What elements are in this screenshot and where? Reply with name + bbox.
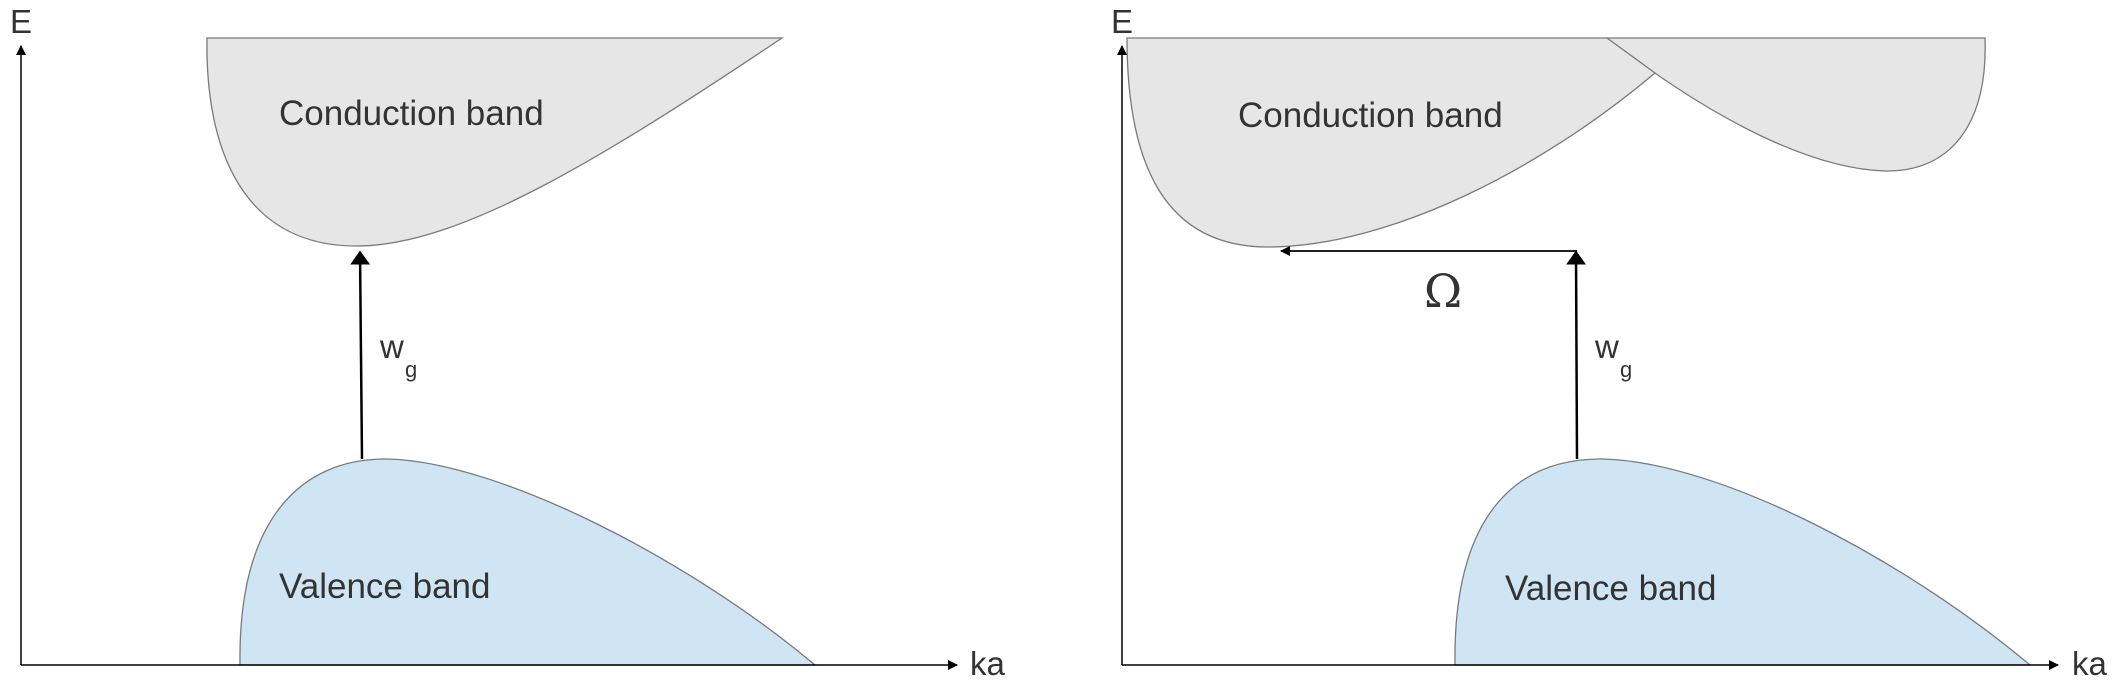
momentum-transfer-symbol: Ω (1424, 264, 1462, 318)
conduction-band-label: Conduction band (1238, 96, 1503, 135)
band-gap-symbol: w (379, 328, 404, 365)
valence-band-region (1454, 458, 2032, 666)
momentum-axis-label: ka (2072, 645, 2108, 682)
indirect-gap-diagram: E ka Conduction band Valence band w g Ω (1111, 3, 2108, 682)
band-gap-symbol: w (1594, 328, 1619, 365)
momentum-axis-label: ka (970, 645, 1006, 682)
band-gap-arrow (1566, 250, 1587, 460)
valence-band-label: Valence band (279, 567, 490, 606)
band-gap-subscript: g (405, 357, 417, 382)
valence-band-label: Valence band (1505, 569, 1716, 608)
band-gap-subscript: g (1620, 357, 1632, 382)
conduction-band-region (206, 37, 785, 247)
valence-band-region (239, 458, 817, 666)
conduction-band-region-secondary (1605, 37, 1986, 172)
energy-axis-label: E (1111, 3, 1133, 40)
band-gap-arrow (350, 250, 371, 460)
conduction-band-label: Conduction band (279, 94, 544, 133)
conduction-band-region (1126, 37, 1657, 248)
direct-gap-diagram: E ka Conduction band Valence band w g (10, 3, 1006, 682)
energy-axis-label: E (10, 3, 32, 40)
